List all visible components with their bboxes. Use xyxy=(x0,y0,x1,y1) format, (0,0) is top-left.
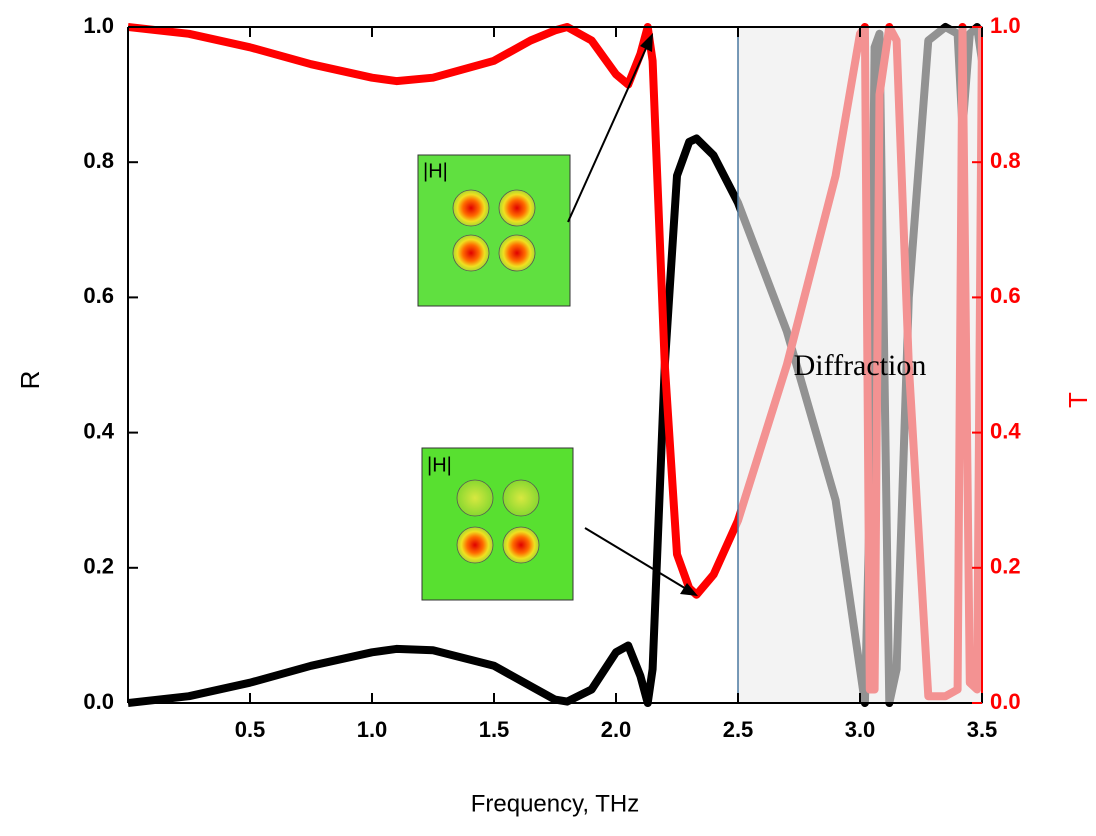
y-tick-label: 1.0 xyxy=(83,13,114,38)
y2-tick-label: 0.4 xyxy=(990,418,1021,443)
inset-label: |H| xyxy=(427,454,452,476)
inset-label: |H| xyxy=(423,160,448,182)
x-tick-label: 2.0 xyxy=(601,717,632,742)
x-tick-label: 1.0 xyxy=(357,717,388,742)
region-label: Diffraction xyxy=(794,349,927,382)
y-tick-label: 0.2 xyxy=(83,554,114,579)
shaded-region xyxy=(737,26,983,704)
y2-axis-label: T xyxy=(1063,392,1093,408)
x-tick-label: 1.5 xyxy=(479,717,510,742)
x-tick-label: 0.5 xyxy=(235,717,266,742)
y-tick-label: 0.8 xyxy=(83,148,114,173)
y2-tick-label: 0.6 xyxy=(990,283,1021,308)
y-axis-label: R xyxy=(15,371,45,390)
y-tick-label: 0.0 xyxy=(83,689,114,714)
y2-tick-label: 0.0 xyxy=(990,689,1021,714)
y2-tick-label: 0.8 xyxy=(990,148,1021,173)
x-tick-label: 3.5 xyxy=(967,717,998,742)
inset-field-map: |H| xyxy=(417,154,571,307)
arrow xyxy=(567,33,698,596)
x-tick-label: 3.0 xyxy=(845,717,876,742)
x-axis-label: Frequency, THz xyxy=(471,790,640,817)
y2-tick-label: 0.2 xyxy=(990,554,1021,579)
y2-tick-label: 1.0 xyxy=(990,13,1021,38)
inset-field-map: |H| xyxy=(421,447,574,601)
y-tick-label: 0.6 xyxy=(83,283,114,308)
y-tick-label: 0.4 xyxy=(83,418,114,443)
x-tick-label: 2.5 xyxy=(723,717,754,742)
